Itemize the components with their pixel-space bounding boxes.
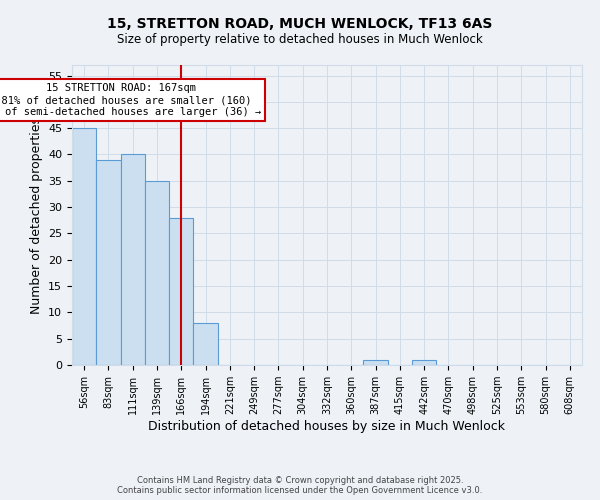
Text: 15 STRETTON ROAD: 167sqm
← 81% of detached houses are smaller (160)
18% of semi-: 15 STRETTON ROAD: 167sqm ← 81% of detach… — [0, 84, 261, 116]
X-axis label: Distribution of detached houses by size in Much Wenlock: Distribution of detached houses by size … — [149, 420, 505, 433]
Text: Size of property relative to detached houses in Much Wenlock: Size of property relative to detached ho… — [117, 32, 483, 46]
Bar — [145, 181, 169, 365]
Text: Contains HM Land Registry data © Crown copyright and database right 2025.
Contai: Contains HM Land Registry data © Crown c… — [118, 476, 482, 495]
Bar — [96, 160, 121, 365]
Text: 15, STRETTON ROAD, MUCH WENLOCK, TF13 6AS: 15, STRETTON ROAD, MUCH WENLOCK, TF13 6A… — [107, 18, 493, 32]
Bar — [364, 360, 388, 365]
Y-axis label: Number of detached properties: Number of detached properties — [29, 116, 43, 314]
Bar — [72, 128, 96, 365]
Bar — [193, 323, 218, 365]
Bar — [169, 218, 193, 365]
Bar — [121, 154, 145, 365]
Bar — [412, 360, 436, 365]
